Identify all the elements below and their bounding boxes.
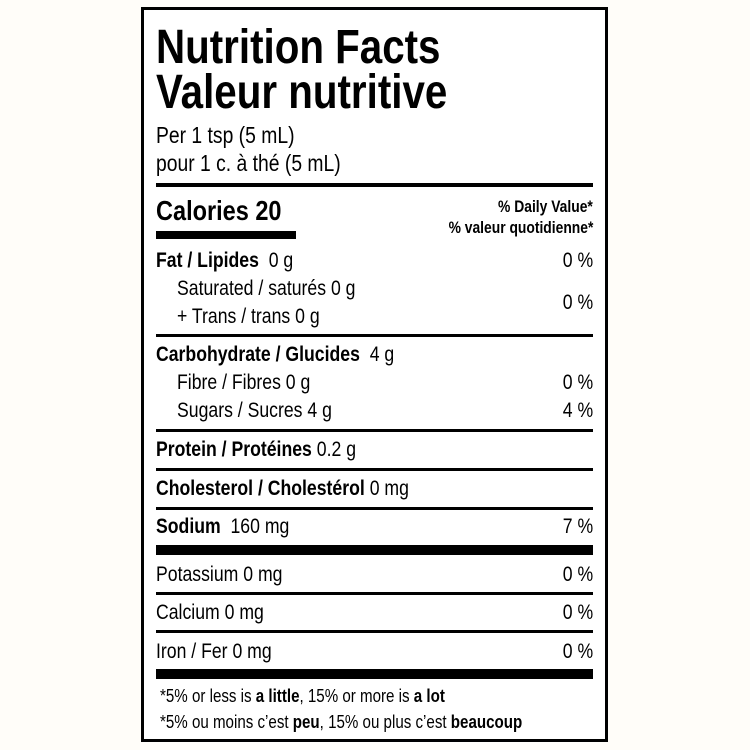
nutrient-row-trans: + Trans / trans 0 g (177, 305, 320, 328)
nutrition-facts-label: Nutrition Facts Valeur nutritive Per 1 t… (141, 7, 608, 742)
divider (156, 592, 593, 595)
nutrient-row-calcium: Calcium 0 mg 0 % (156, 601, 593, 624)
serving-size-fr: pour 1 c. à thé (5 mL) (156, 150, 341, 176)
footnote-fr: *5% ou moins c’est peu, 15% ou plus c’es… (160, 712, 523, 732)
nutrient-row-sugars: Sugars / Sucres 4 g 4 % (177, 399, 593, 422)
divider (156, 334, 593, 337)
divider-thick (156, 545, 593, 555)
nutrient-row-saturated: Saturated / saturés 0 g (177, 277, 356, 300)
calories: Calories 20 (156, 195, 282, 226)
title-fr: Valeur nutritive (156, 66, 448, 119)
nutrient-row-potassium: Potassium 0 mg 0 % (156, 563, 593, 586)
footnote-en: *5% or less is a little, 15% or more is … (160, 686, 445, 706)
calories-bar (156, 231, 296, 239)
divider (156, 630, 593, 633)
nutrient-dv-saturated-trans: 0 % (562, 291, 593, 314)
nutrient-row-cholesterol: Cholesterol / Cholestérol 0 mg (156, 477, 409, 500)
divider (156, 429, 593, 432)
divider (156, 507, 593, 510)
nutrient-row-carbohydrate: Carbohydrate / Glucides 4 g (156, 343, 395, 366)
title-en: Nutrition Facts (156, 21, 441, 74)
serving-size-en: Per 1 tsp (5 mL) (156, 122, 295, 148)
nutrient-row-iron: Iron / Fer 0 mg 0 % (156, 640, 593, 663)
daily-value-header-en: % Daily Value* (498, 198, 593, 216)
daily-value-header-fr: % valeur quotidienne* (448, 219, 593, 237)
divider-thick (156, 183, 593, 187)
nutrient-row-fat: Fat / Lipides 0 g 0 % (156, 249, 593, 272)
nutrient-row-fibre: Fibre / Fibres 0 g 0 % (177, 371, 593, 394)
divider (156, 468, 593, 471)
nutrient-row-protein: Protein / Protéines 0.2 g (156, 438, 357, 461)
nutrient-row-sodium: Sodium 160 mg 7 % (156, 515, 593, 538)
divider-thick (156, 669, 593, 679)
